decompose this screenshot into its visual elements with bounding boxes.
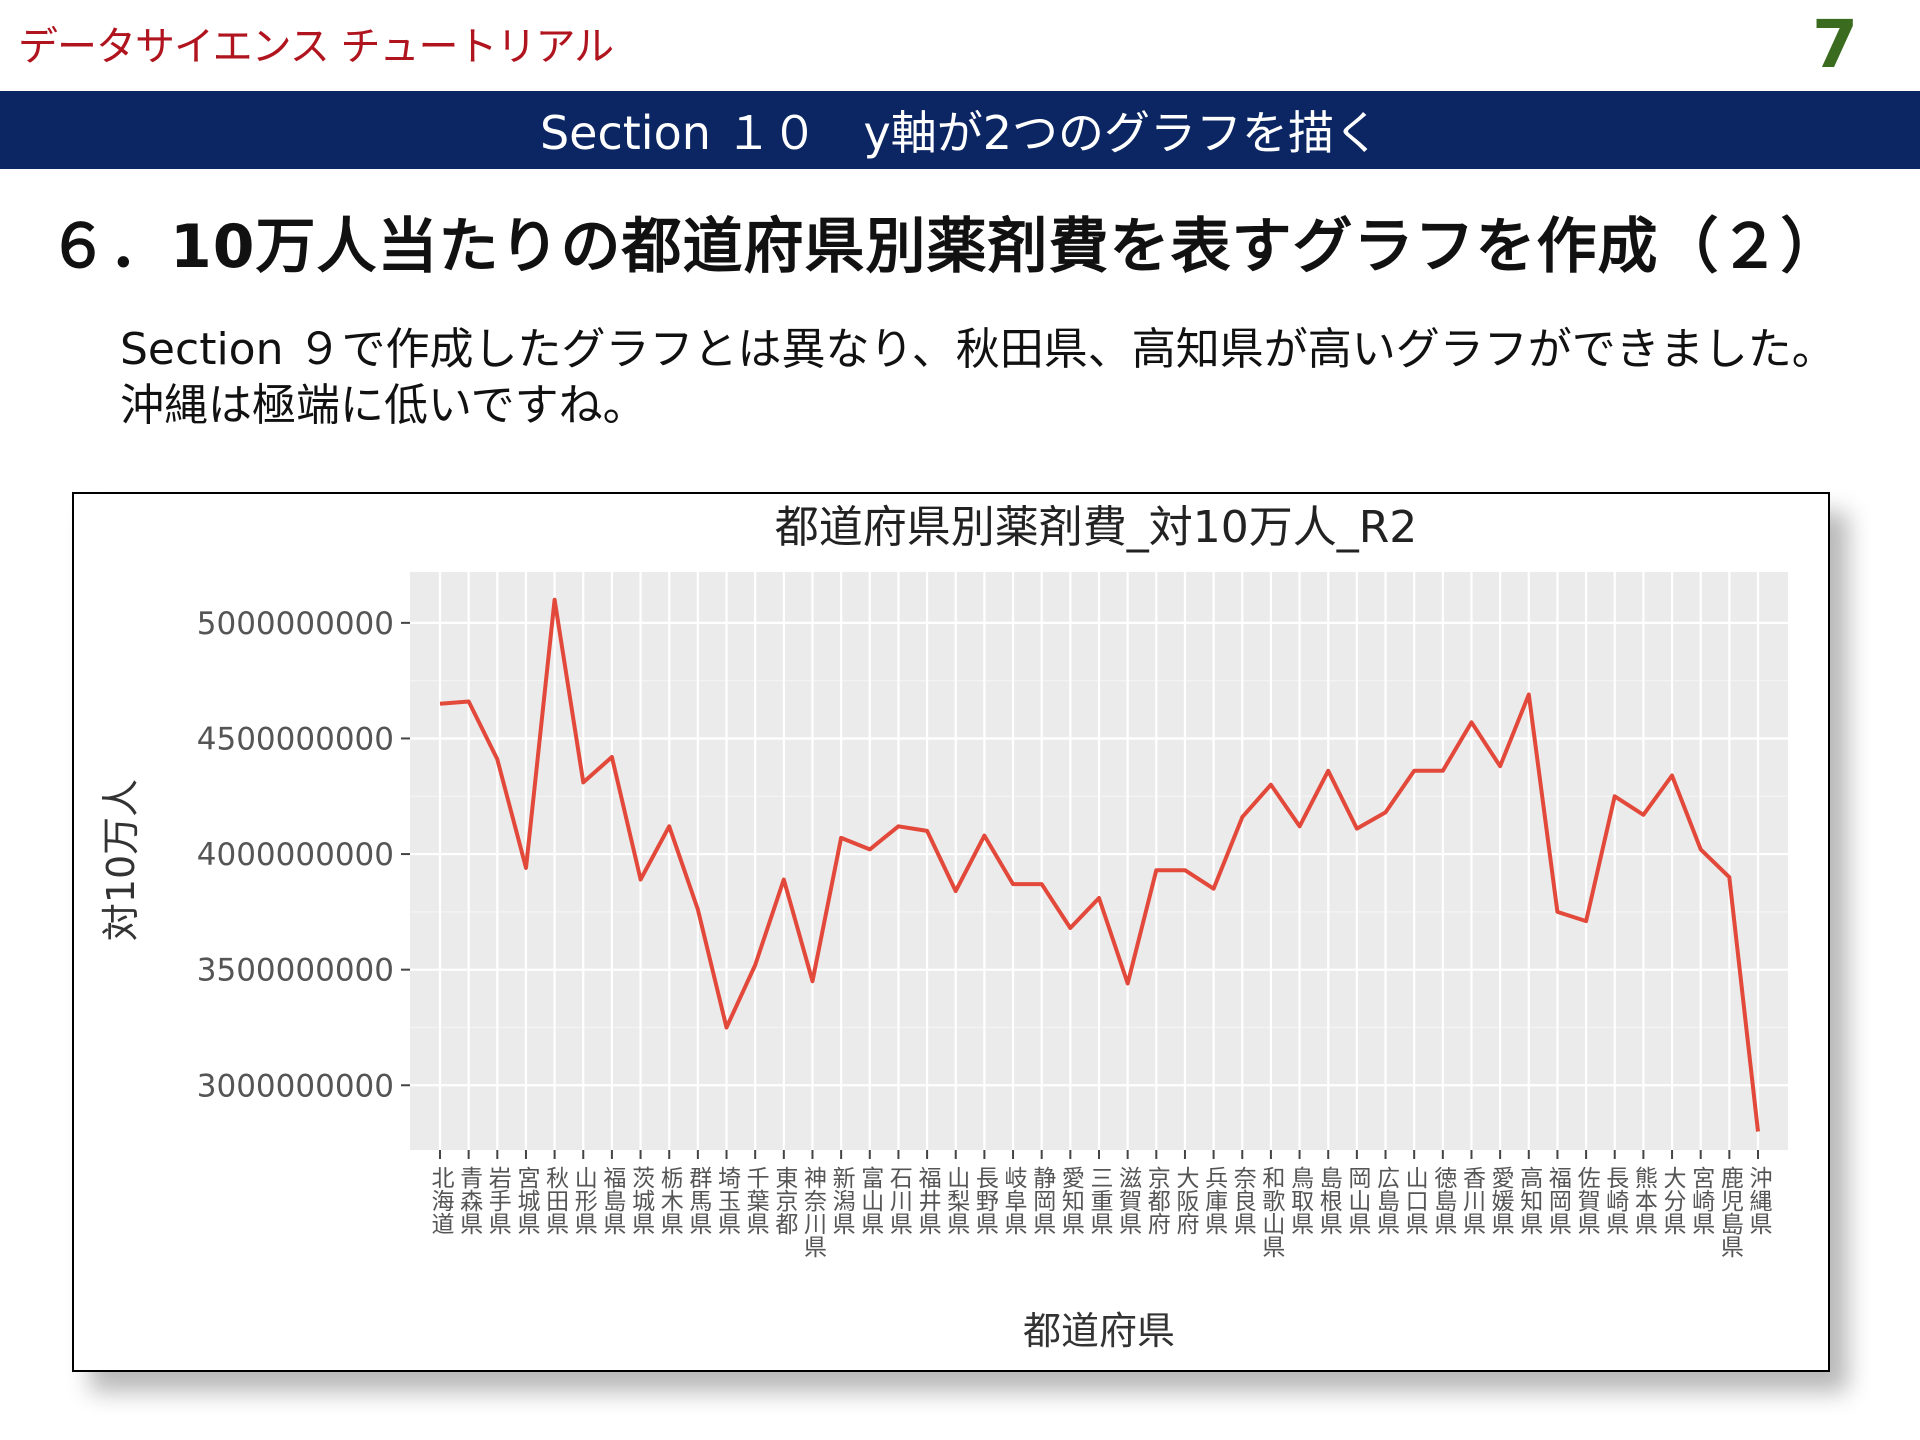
x-tick-label: 富山県 <box>857 1166 885 1235</box>
x-tick-label: 佐賀県 <box>1573 1166 1601 1235</box>
x-tick-label: 長崎県 <box>1602 1166 1630 1235</box>
x-tick-label: 兵庫県 <box>1201 1166 1229 1235</box>
x-tick-label: 茨城県 <box>628 1166 656 1235</box>
x-tick-label: 鳥取県 <box>1287 1166 1315 1235</box>
section-title: Section １０ y軸が2つのグラフを描く <box>539 106 1381 160</box>
x-tick-label: 広島県 <box>1373 1166 1401 1235</box>
chart-title: 都道府県別薬剤費_対10万人_R2 <box>775 502 1418 553</box>
x-tick-label: 福井県 <box>914 1166 942 1235</box>
x-tick-label: 神奈川県 <box>799 1166 827 1258</box>
y-tick-label: 3500000000 <box>197 953 394 989</box>
x-tick-label: 宮城県 <box>513 1166 541 1235</box>
x-tick-label: 山梨県 <box>943 1166 971 1235</box>
description-line-2: 沖縄は極端に低いですね。 <box>120 380 647 431</box>
x-tick-label: 三重県 <box>1086 1166 1114 1235</box>
x-tick-label: 岡山県 <box>1344 1166 1372 1235</box>
section-banner: Section １０ y軸が2つのグラフを描く <box>0 91 1920 169</box>
x-tick-label: 徳島県 <box>1430 1166 1458 1235</box>
x-tick-label: 千葉県 <box>742 1166 770 1235</box>
x-tick-label: 石川県 <box>885 1166 913 1235</box>
x-tick-label: 大分県 <box>1659 1166 1687 1235</box>
description-line-1: Section ９で作成したグラフとは異なり、秋田県、高知県が高いグラフができま… <box>120 324 1836 375</box>
chart-frame: 都道府県別薬剤費_対10万人_R2 3000000000 3500000000 40… <box>72 492 1830 1372</box>
x-tick-label: 福岡県 <box>1544 1166 1572 1235</box>
description: Section ９で作成したグラフとは異なり、秋田県、高知県が高いグラフができま… <box>120 322 1836 434</box>
x-axis-label: 都道府県 <box>1023 1309 1175 1353</box>
x-tick-label: 和歌山県 <box>1258 1166 1286 1258</box>
y-tick-label: 4000000000 <box>197 837 394 873</box>
x-tick-label: 香川県 <box>1458 1166 1486 1235</box>
x-tick-label: 静岡県 <box>1029 1166 1057 1235</box>
y-axis-ticks: 3000000000 3500000000 4000000000 4500000000… <box>197 606 410 1104</box>
slide-heading: ６．10万人当たりの都道府県別薬剤費を表すグラフを作成（２） <box>48 212 1842 282</box>
x-tick-label: 栃木県 <box>656 1166 684 1235</box>
y-tick-label: 4500000000 <box>197 721 394 757</box>
line-chart: 都道府県別薬剤費_対10万人_R2 3000000000 3500000000 40… <box>99 502 1788 1353</box>
y-tick-label: 3000000000 <box>197 1068 394 1104</box>
x-tick-label: 東京都 <box>771 1166 799 1235</box>
x-tick-label: 京都府 <box>1143 1166 1171 1235</box>
x-tick-label: 福島県 <box>599 1166 627 1235</box>
x-tick-label: 青森県 <box>456 1166 484 1235</box>
x-tick-label: 新潟県 <box>828 1166 856 1235</box>
x-tick-label: 秋田県 <box>542 1166 570 1235</box>
grid-lines <box>410 572 1788 1150</box>
x-tick-label: 群馬県 <box>685 1166 713 1235</box>
x-tick-label: 長野県 <box>971 1166 999 1235</box>
x-tick-label: 沖縄県 <box>1745 1166 1773 1235</box>
y-tick-label: 5000000000 <box>197 606 394 642</box>
x-tick-label: 岐阜県 <box>1000 1166 1028 1235</box>
series-line <box>439 597 1760 1132</box>
page-number: 7 <box>1812 6 1858 83</box>
x-tick-label: 大阪府 <box>1172 1166 1200 1235</box>
x-tick-label: 島根県 <box>1315 1166 1343 1235</box>
x-tick-label: 愛知県 <box>1057 1166 1085 1235</box>
x-tick-label: 鹿児島県 <box>1716 1166 1744 1258</box>
x-tick-label: 山口県 <box>1401 1166 1429 1235</box>
x-tick-label: 宮崎県 <box>1688 1166 1716 1235</box>
x-tick-label: 岩手県 <box>484 1166 512 1235</box>
x-tick-label: 滋賀県 <box>1115 1166 1143 1235</box>
x-tick-label: 愛媛県 <box>1487 1166 1515 1235</box>
x-tick-label: 埼玉県 <box>714 1166 742 1235</box>
x-tick-label: 高知県 <box>1516 1166 1544 1235</box>
x-tick-label: 奈良県 <box>1229 1166 1257 1235</box>
x-axis-ticks: 北海道 青森県 岩手県 宮城県 秋田県 山形県 福島県 茨城県 栃木県 群馬県 埼玉県 千葉県 東京都神… <box>427 1150 1773 1258</box>
x-tick-label: 北海道 <box>427 1166 455 1235</box>
y-axis-label: 対10万人 <box>99 779 143 941</box>
brand-title: データサイエンス チュートリアル <box>18 24 614 70</box>
x-tick-label: 山形県 <box>570 1166 598 1235</box>
x-tick-label: 熊本県 <box>1630 1166 1658 1235</box>
